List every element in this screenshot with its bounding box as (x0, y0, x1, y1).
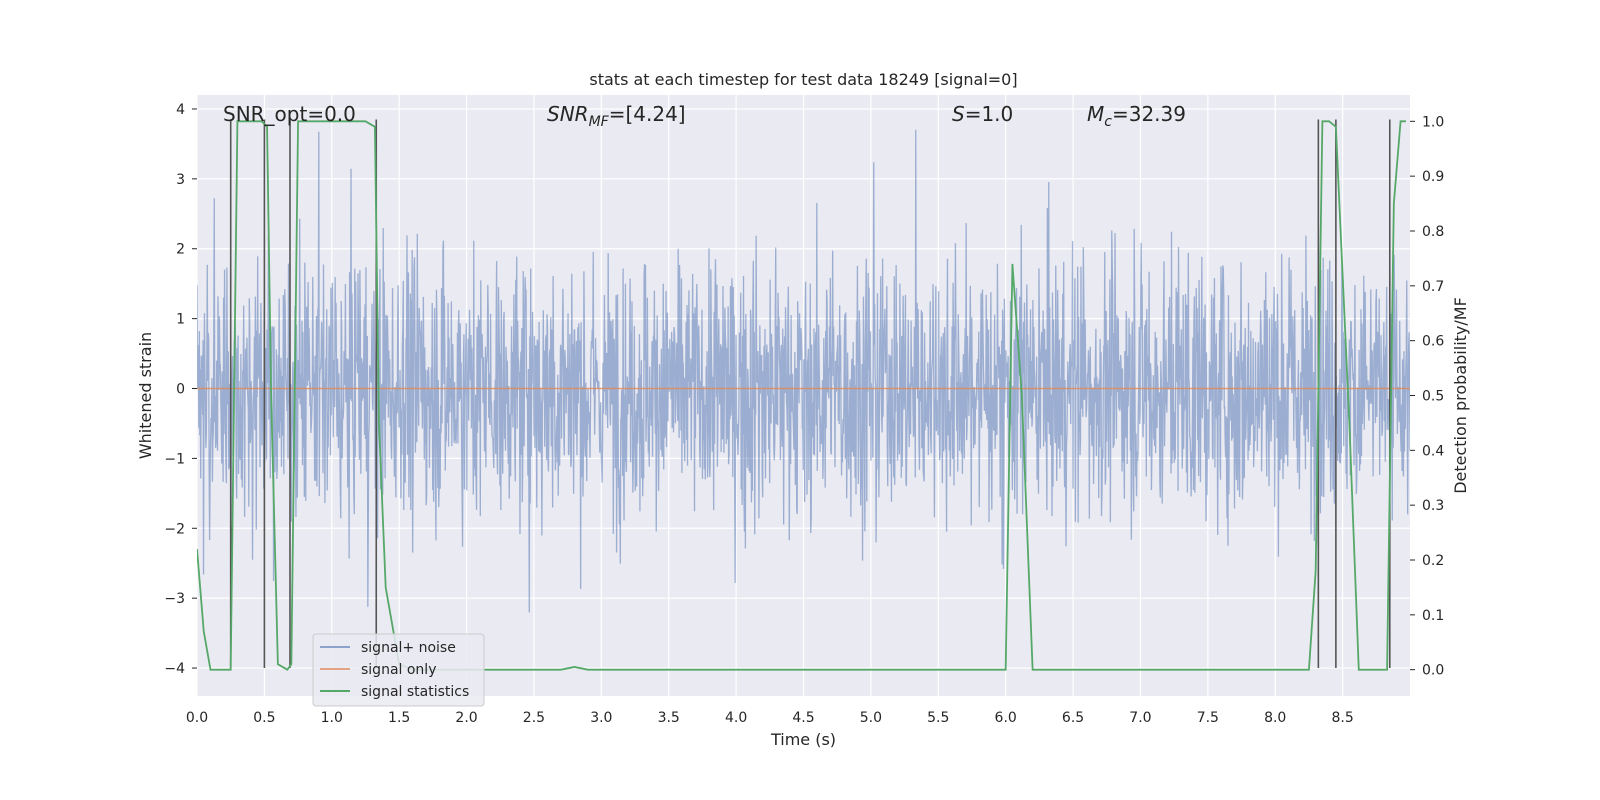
y-right-tick-label: 0.4 (1422, 443, 1444, 459)
series-signal-statistics (197, 120, 1406, 671)
y-right-tick-label: 0.7 (1422, 279, 1444, 295)
y-tick-label: 4 (176, 102, 185, 118)
annotation-snr-mf: SNRMF=[4.24] (547, 102, 686, 130)
y-right-tick-label: 1.0 (1422, 114, 1444, 130)
x-tick-label: 3.5 (658, 710, 680, 726)
x-tick-label: 5.0 (860, 710, 882, 726)
y-tick-label: 0 (176, 382, 185, 398)
x-tick-label: 8.0 (1264, 710, 1286, 726)
x-tick-label: 4.0 (725, 710, 747, 726)
annotation-mc-label: M (1087, 102, 1104, 126)
annotation-snr-mf-subscript: MF (589, 114, 610, 130)
x-axis-label: Time (s) (770, 730, 836, 749)
x-tick-label: 8.5 (1331, 710, 1353, 726)
legend-label-signal-only: signal only (361, 662, 436, 678)
y-tick-label: −1 (164, 451, 185, 467)
y-right-tick-label: 0.1 (1422, 608, 1444, 624)
annotation-s: S=1.0 (952, 102, 1013, 126)
y-right-axis-label: Detection probability/MF (1451, 297, 1470, 494)
x-tick-label: 6.0 (995, 710, 1017, 726)
x-tick-label: 6.5 (1062, 710, 1084, 726)
x-tick-label: 2.0 (455, 710, 477, 726)
y-tick-label: −2 (164, 521, 185, 537)
series-signal-noise (197, 129, 1410, 613)
annotation-s-value: =1.0 (965, 102, 1014, 126)
annotation-mc: Mc=32.39 (1087, 102, 1186, 130)
y-right-tick-label: 0.5 (1422, 389, 1444, 405)
annotation-snr-mf-value: =[4.24] (609, 102, 686, 126)
annotation-mc-subscript: c (1104, 114, 1112, 130)
legend-label-signal-noise: signal+ noise (361, 640, 456, 656)
x-tick-label: 4.5 (792, 710, 814, 726)
x-tick-label: 7.5 (1197, 710, 1219, 726)
y-tick-label: 3 (176, 172, 185, 188)
y-right-tick-label: 0.6 (1422, 334, 1444, 350)
x-tick-label: 5.5 (927, 710, 949, 726)
annotation-s-label: S (952, 102, 965, 126)
x-tick-label: 7.0 (1129, 710, 1151, 726)
plot-area (197, 119, 1410, 671)
y-right-tick-label: 0.2 (1422, 553, 1444, 569)
chart-title: stats at each timestep for test data 182… (589, 70, 1017, 89)
y-right-tick-label: 0.8 (1422, 224, 1444, 240)
y-tick-label: −3 (164, 591, 185, 607)
y-tick-label: −4 (164, 661, 185, 677)
x-tick-label: 1.5 (388, 710, 410, 726)
y-right-tick-label: 0.0 (1422, 663, 1444, 679)
x-tick-label: 0.0 (186, 710, 208, 726)
y-axis-label: Whitened strain (136, 332, 155, 459)
x-tick-label: 3.0 (590, 710, 612, 726)
legend: signal+ noise signal only signal statist… (312, 633, 485, 707)
x-tick-label: 1.0 (321, 710, 343, 726)
y-tick-label: 2 (176, 242, 185, 258)
annotation-mc-value: =32.39 (1112, 102, 1186, 126)
annotation-snr-opt: SNR_opt=0.0 (223, 102, 356, 126)
axes: 0.0 0.5 1.0 1.5 2.0 2.5 3.0 3.5 4.0 4.5 5.0 5.5 6.0 6… (164, 102, 1444, 726)
annotation-snr-mf-label: SNR (547, 102, 589, 126)
y-tick-label: 1 (176, 312, 185, 328)
legend-box (312, 633, 485, 707)
x-tick-label: 0.5 (253, 710, 275, 726)
y-right-tick-label: 0.3 (1422, 498, 1444, 514)
y-right-tick-label: 0.9 (1422, 169, 1444, 185)
x-tick-label: 2.5 (523, 710, 545, 726)
legend-label-signal-statistics: signal statistics (361, 684, 469, 700)
